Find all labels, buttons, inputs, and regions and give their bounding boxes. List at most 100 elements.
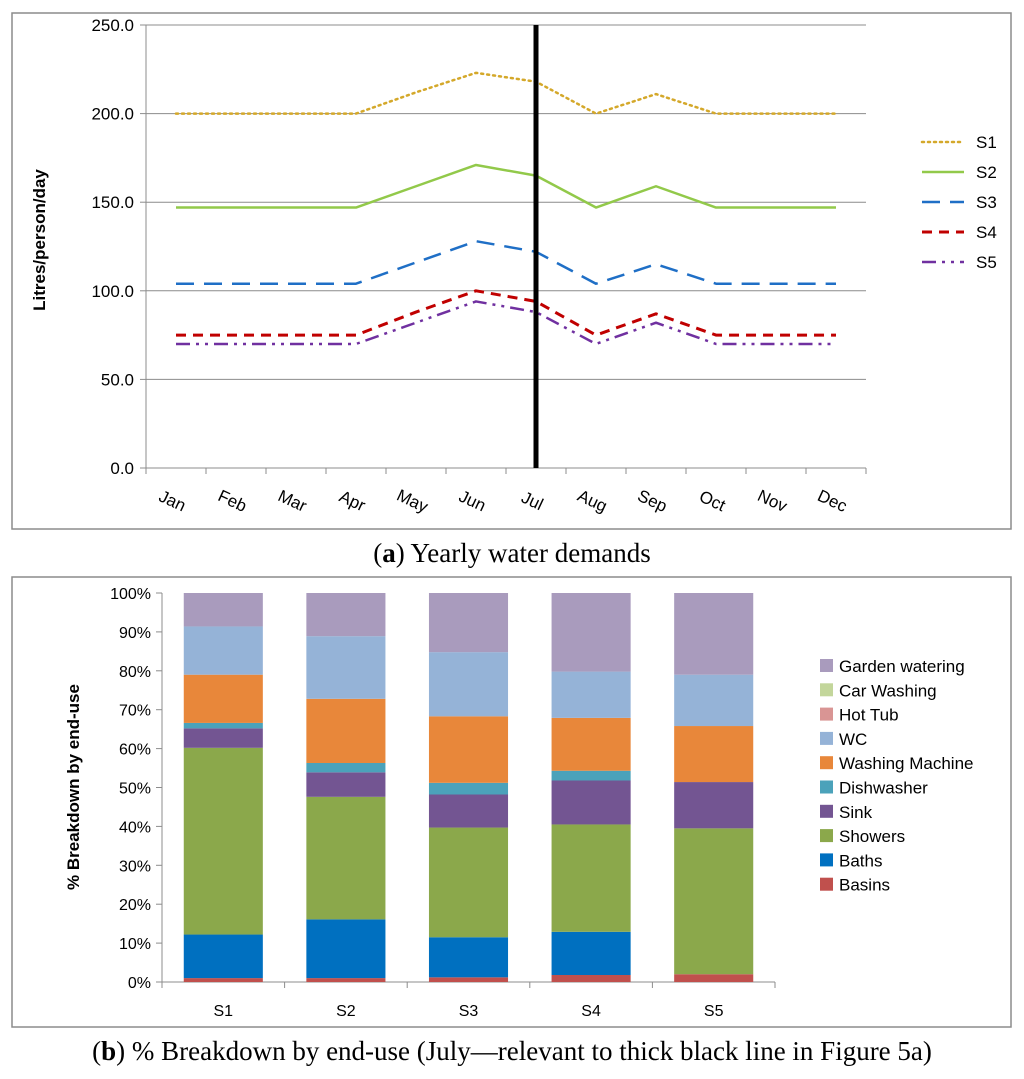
bar-segment-s3-wc [428,652,509,717]
chart-b-y-tick-label: 20% [119,897,151,914]
bar-segment-s4-sink [551,780,631,825]
chart-b-legend-swatch [820,731,833,745]
chart-b-y-tick-label: 100% [110,586,151,603]
chart-a-y-tick-label: 200.0 [91,105,134,124]
bar-segment-s3-dishwasher [428,782,509,795]
caption-b-letter: b [101,1036,117,1066]
bar-segment-s1-baths [183,934,263,979]
bar-segment-s4-baths [551,931,631,975]
chart-b-y-tick-label: 80% [119,664,151,681]
chart-b-y-tick-label: 30% [119,858,151,875]
chart-b-y-tick-label: 70% [119,703,151,720]
bar-segment-s1-basins [183,978,263,982]
bar-segment-s1-showers [183,747,263,935]
chart-b-legend-label: Hot Tub [839,706,899,725]
bar-segment-s1-washing-machine [183,674,263,723]
bar-segment-s3-garden-watering [428,593,509,653]
chart-a-series-line-s5 [176,300,836,346]
chart-b-x-tick-label: S3 [459,1003,479,1020]
bar-segment-s3-sink [428,794,509,828]
chart-a-legend-label: S4 [976,223,997,242]
bar-segment-s1-garden-watering [183,593,263,627]
bar-segment-s3-washing-machine [428,716,509,783]
bar-segment-s3-showers [428,827,509,938]
chart-b-y-tick-label: 50% [119,781,151,798]
bar-segment-s2-garden-watering [306,593,386,637]
chart-a-series-line-s4 [176,289,836,337]
chart-b-x-tick-label: S5 [704,1003,724,1020]
chart-b-legend-label: Showers [839,827,905,846]
chart-b-x-tick-label: S2 [336,1003,356,1020]
chart-b-y-tick-label: 90% [119,625,151,642]
chart-b-frame [11,576,1012,1028]
chart-b-legend-swatch [820,804,833,818]
bar-segment-s5-washing-machine [674,726,754,783]
bar-segment-s2-washing-machine [306,698,386,763]
bar-segment-s5-sink [674,782,754,829]
chart-a-y-tick-label: 50.0 [101,370,134,389]
chart-a-y-axis-label: Litres/person/day [30,169,49,311]
chart-a-y-tick-label: 150.0 [91,193,134,212]
chart-a-y-tick-label: 0.0 [110,459,134,478]
chart-b-legend-swatch [820,853,833,867]
bar-segment-s2-showers [306,796,386,920]
bar-segment-s2-sink [306,772,386,797]
chart-b-legend-swatch [820,877,833,891]
chart-a-legend-label: S2 [976,163,997,182]
chart-a-y-tick-label: 100.0 [91,282,134,301]
chart-b-y-tick-label: 40% [119,819,151,836]
chart-b-legend-label: Dishwasher [839,779,928,798]
chart-b-legend-label: Sink [839,803,873,822]
bar-segment-s5-showers [674,828,754,975]
bar-segment-s2-wc [306,636,386,699]
bar-segment-s5-basins [674,974,754,982]
chart-b-y-axis-label: % Breakdown by end-use [64,684,83,890]
chart-b-legend-label: Basins [839,876,890,895]
chart-b-x-tick-label: S1 [214,1003,234,1020]
chart-a-series-line-s1 [174,71,838,115]
caption-a-letter: a [382,538,396,568]
bar-segment-s2-dishwasher [306,762,386,773]
chart-b-y-tick-label: 0% [128,975,151,992]
chart-b-legend-swatch [820,707,833,721]
chart-b-legend-swatch [820,756,833,770]
bar-segment-s4-wc [551,671,631,718]
chart-b-legend-swatch [820,683,833,697]
chart-a-series-line-s2 [176,163,836,209]
chart-b-legend-swatch [820,829,833,843]
bar-segment-s1-sink [183,728,263,748]
bar-segment-s1-dishwasher [183,722,263,729]
chart-a-legend-label: S1 [976,133,997,152]
caption-a: (a) Yearly water demands [373,538,651,568]
bar-segment-s1-wc [183,626,263,675]
chart-b-legend-label: Washing Machine [839,754,974,773]
caption-b-text: % Breakdown by end-use (July—relevant to… [125,1036,932,1066]
chart-b-legend-label: Car Washing [839,681,937,700]
caption-b: (b) % Breakdown by end-use (July—relevan… [92,1036,932,1066]
chart-b-legend-label: WC [839,730,867,749]
bar-segment-s4-washing-machine [551,717,631,771]
bar-segment-s5-wc [674,674,754,727]
bar-segment-s4-basins [551,974,631,982]
chart-a-series-line-s3 [176,239,836,285]
bar-segment-s4-garden-watering [551,593,631,672]
chart-a-frame [11,12,1012,530]
bar-segment-s2-baths [306,919,386,979]
chart-b-legend-label: Baths [839,851,882,870]
bar-segment-s4-showers [551,824,631,932]
chart-a-legend-label: S3 [976,193,997,212]
chart-a-y-tick-label: 250.0 [91,16,134,35]
bar-segment-s3-baths [428,937,509,978]
bar-segment-s2-basins [306,978,386,982]
chart-b-x-tick-label: S4 [581,1003,601,1020]
chart-b-legend-swatch [820,780,833,794]
caption-a-text: Yearly water demands [404,538,651,568]
chart-a-legend-label: S5 [976,253,997,272]
chart-b-y-tick-label: 10% [119,936,151,953]
bar-segment-s3-basins [428,977,509,982]
bar-segment-s4-dishwasher [551,770,631,781]
chart-b-y-tick-label: 60% [119,742,151,759]
bar-segment-s5-garden-watering [674,593,754,675]
chart-b-legend-label: Garden watering [839,657,965,676]
